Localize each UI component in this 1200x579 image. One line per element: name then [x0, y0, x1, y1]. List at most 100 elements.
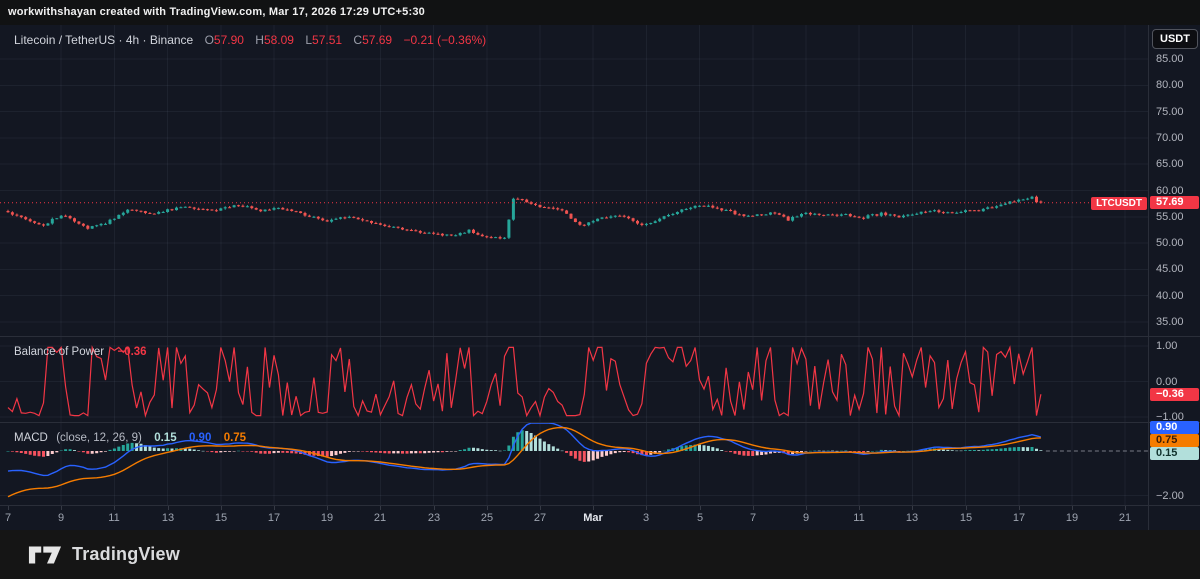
time-label-day: 27 — [534, 511, 546, 525]
low-label: L — [305, 33, 312, 47]
bop-pane[interactable]: Balance of Power −0.36 — [0, 336, 1148, 422]
time-axis-tick — [61, 506, 62, 510]
time-label-day: 11 — [108, 511, 119, 525]
time-label-day: 9 — [803, 511, 809, 525]
time-axis-tick — [806, 506, 807, 510]
time-axis-tick — [966, 506, 967, 510]
tradingview-logo-icon[interactable] — [28, 545, 62, 565]
grid-horizontal — [0, 59, 1148, 322]
time-label-day: 25 — [481, 511, 493, 525]
time-axis-tick — [434, 506, 435, 510]
attribution-text: workwithshayan created with TradingView.… — [8, 6, 425, 18]
price-scale-tick: 35.00 — [1156, 316, 1184, 328]
bop-pane-canvas[interactable] — [0, 336, 1148, 422]
low-value: 57.51 — [312, 33, 342, 47]
time-axis-tick — [1125, 506, 1126, 510]
currency-unit-button[interactable]: USDT — [1152, 29, 1198, 49]
price-pane-canvas[interactable] — [0, 25, 1148, 336]
macd-hist-value: 0.15 — [154, 432, 176, 444]
time-axis-tick — [593, 506, 594, 510]
open-label: O — [205, 33, 214, 47]
time-label-day: 11 — [853, 511, 864, 525]
macd-title[interactable]: MACD — [14, 432, 48, 444]
time-label-day: 5 — [697, 511, 703, 525]
time-axis-tick — [8, 506, 9, 510]
time-label-day: 19 — [321, 511, 333, 525]
last-price-badge: 57.69 — [1150, 196, 1199, 209]
time-axis-tick — [700, 506, 701, 510]
time-axis-separator — [0, 505, 1200, 506]
macd-params: (close, 12, 26, 9) — [56, 432, 142, 444]
price-scale-tick: 80.00 — [1156, 79, 1184, 91]
time-axis-tick — [274, 506, 275, 510]
time-axis-tick — [327, 506, 328, 510]
tradingview-wordmark[interactable]: TradingView — [72, 544, 180, 565]
macd-line-value: 0.90 — [189, 432, 211, 444]
open-value: 57.90 — [214, 33, 244, 47]
bop-value-badge: −0.36 — [1150, 388, 1199, 401]
time-axis-tick — [753, 506, 754, 510]
time-axis-tick — [114, 506, 115, 510]
pane-separator[interactable] — [0, 422, 1200, 423]
down-candle-wicks — [8, 196, 1041, 240]
symbol-legend: Litecoin / TetherUS · 4h · Binance O57.9… — [14, 33, 486, 47]
close-label: C — [353, 33, 362, 47]
time-label-day: 7 — [750, 511, 756, 525]
macd-signal-badge: 0.75 — [1150, 434, 1199, 447]
price-pane[interactable]: Litecoin / TetherUS · 4h · Binance O57.9… — [0, 25, 1148, 336]
time-label-day: 9 — [58, 511, 64, 525]
time-label-day: 21 — [1119, 511, 1131, 525]
time-axis-tick — [487, 506, 488, 510]
bop-value: −0.36 — [117, 346, 146, 358]
time-axis-tick — [221, 506, 222, 510]
price-line-symbol-badge: LTCUSDT — [1091, 197, 1147, 210]
time-axis-tick — [859, 506, 860, 510]
macd-line-badge: 0.90 — [1150, 421, 1199, 434]
change-value: −0.21 (−0.36%) — [403, 33, 486, 47]
macd-scale-tick: −2.00 — [1156, 490, 1184, 502]
time-label-day: 13 — [906, 511, 918, 525]
time-label-day: 7 — [5, 511, 11, 525]
time-label-day: 21 — [374, 511, 386, 525]
grid-vertical — [61, 25, 1125, 336]
high-label: H — [255, 33, 264, 47]
high-value: 58.09 — [264, 33, 294, 47]
time-label-day: 15 — [215, 511, 227, 525]
time-label-day: 19 — [1066, 511, 1078, 525]
price-scale-tick: 45.00 — [1156, 263, 1184, 275]
price-scale-tick: 75.00 — [1156, 106, 1184, 118]
attribution-bar: workwithshayan created with TradingView.… — [0, 0, 1200, 25]
close-value: 57.69 — [362, 33, 392, 47]
time-axis-tick — [168, 506, 169, 510]
time-label-day: 17 — [268, 511, 280, 525]
time-label-day: 13 — [162, 511, 174, 525]
price-scale-tick: 55.00 — [1156, 211, 1184, 223]
price-scale-tick: 70.00 — [1156, 132, 1184, 144]
hist-grow-below — [46, 451, 869, 462]
time-axis[interactable]: 7 9 11 13 15 17 19 21 23 25 27 Mar 3 5 7 9 11 13 15 17 19 21 — [0, 506, 1148, 530]
chart-root: Litecoin / TetherUS · 4h · Binance O57.9… — [0, 25, 1200, 530]
macd-pane[interactable]: MACD (close, 12, 26, 9) 0.15 0.90 0.75 — [0, 422, 1148, 505]
price-scale-tick: 50.00 — [1156, 237, 1184, 249]
macd-signal-value: 0.75 — [224, 432, 246, 444]
time-axis-tick — [540, 506, 541, 510]
time-label-day: 3 — [643, 511, 649, 525]
macd-legend: MACD (close, 12, 26, 9) 0.15 0.90 0.75 — [14, 430, 246, 444]
footer-bar: TradingView — [0, 530, 1200, 579]
pane-separator[interactable] — [0, 336, 1200, 337]
price-scale-tick: 65.00 — [1156, 158, 1184, 170]
price-scale-tick: 40.00 — [1156, 290, 1184, 302]
time-label-day: 17 — [1013, 511, 1025, 525]
bop-legend: Balance of Power −0.36 — [14, 344, 147, 358]
time-label-day: 15 — [960, 511, 972, 525]
time-label-day: 23 — [428, 511, 440, 525]
time-axis-tick — [380, 506, 381, 510]
price-scale-tick: 85.00 — [1156, 53, 1184, 65]
time-axis-tick — [912, 506, 913, 510]
price-scale[interactable]: USDT 57.69 −0.36 0.90 0.75 0.15 85.00 80.… — [1148, 25, 1200, 530]
symbol-title[interactable]: Litecoin / TetherUS · 4h · Binance — [14, 33, 193, 47]
bop-title[interactable]: Balance of Power — [14, 346, 104, 358]
time-label-month: Mar — [583, 511, 603, 525]
macd-hist-badge: 0.15 — [1150, 447, 1199, 460]
bop-scale-tick: 0.00 — [1156, 376, 1177, 388]
